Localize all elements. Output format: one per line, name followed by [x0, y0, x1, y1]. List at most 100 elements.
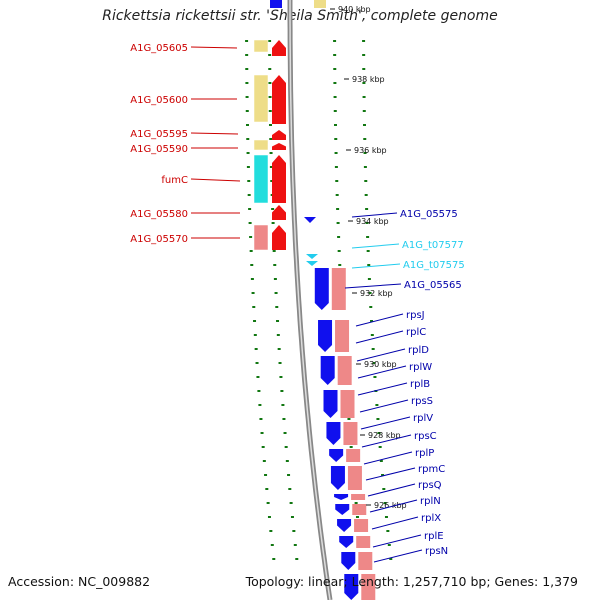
gc-dot [273, 264, 277, 266]
right-gene-label: rplX [421, 513, 441, 524]
gc-dot [333, 54, 337, 56]
gc-dot [250, 264, 254, 266]
gc-dot [371, 348, 375, 350]
gc-dot [333, 82, 337, 84]
accession-text: Accession: NC_009882 [8, 574, 151, 589]
feature-block [253, 139, 269, 151]
gc-dot [280, 390, 284, 392]
gc-dot [373, 376, 377, 378]
right-gene-leader [355, 330, 404, 344]
gc-dot [362, 82, 366, 84]
gc-dot [245, 110, 249, 112]
gc-dot [366, 236, 370, 238]
gc-dot [271, 222, 275, 224]
gc-dot [254, 348, 258, 350]
gc-dot [349, 446, 353, 448]
map-title: Rickettsia rickettsii str. 'Sheila Smith… [102, 8, 498, 24]
left-gene-label: A1G_05595 [130, 129, 188, 140]
right-gene-label: rplP [415, 448, 434, 459]
right-gene-label: rplE [424, 531, 444, 542]
right-gene-leader [367, 483, 416, 497]
trna-arrow [306, 261, 318, 266]
gc-dot [251, 292, 255, 294]
gc-dot [370, 334, 374, 336]
gc-dot [347, 418, 351, 420]
gc-dot [335, 180, 339, 182]
right-gene-leader [360, 416, 411, 430]
gc-dot [267, 516, 271, 518]
gc-dot [247, 180, 251, 182]
gc-dot [336, 222, 340, 224]
feature-block [351, 494, 366, 500]
trna-arrow [306, 254, 318, 259]
gc-dot [271, 208, 275, 210]
gc-dot [275, 306, 279, 308]
gc-dot [245, 82, 249, 84]
gc-dot [283, 432, 287, 434]
scale-tick-label: 932 kbp [360, 289, 393, 298]
gc-dot [248, 222, 252, 224]
right-gene-label: rplV [413, 413, 433, 424]
gc-dot [260, 432, 264, 434]
gc-dot [276, 320, 280, 322]
gc-dot [255, 362, 259, 364]
gc-dot [269, 166, 273, 168]
feature-block [347, 466, 362, 490]
scale-tick-label: 936 kbp [354, 146, 387, 155]
reverse-cds-arrow [326, 422, 341, 445]
forward-cds-arrow [272, 225, 286, 250]
feature-block [314, 0, 326, 8]
gc-dot [266, 502, 270, 504]
gc-dot [268, 96, 272, 98]
right-gene-label: rplW [409, 362, 432, 373]
gc-dot [364, 180, 368, 182]
feature-block [354, 519, 369, 532]
gc-dot [268, 110, 272, 112]
feature-block [361, 574, 376, 600]
reverse-cds-arrow [344, 574, 359, 600]
gc-dot [379, 460, 383, 462]
reverse-cds-arrow [330, 466, 345, 490]
gc-dot [276, 334, 280, 336]
gc-dot [272, 250, 276, 252]
gc-dot [245, 40, 249, 42]
right-gene-label: A1G_t07577 [402, 240, 464, 251]
right-gene-leader [372, 534, 422, 548]
gc-dot [362, 54, 366, 56]
reverse-cds-arrow [329, 449, 344, 462]
right-gene-leader [359, 399, 409, 413]
gc-dot [269, 530, 273, 532]
left-gene-label: A1G_05570 [130, 234, 188, 245]
reverse-cds-arrow [334, 494, 349, 500]
right-gene-label: rplD [408, 345, 429, 356]
gc-dot [362, 40, 366, 42]
gc-dot [284, 446, 288, 448]
gc-dot [355, 516, 359, 518]
feature-block [346, 449, 361, 462]
forward-cds-arrow [272, 75, 286, 124]
scale-tick-label: 926 kbp [374, 501, 407, 510]
gc-dot [336, 208, 340, 210]
gc-dot [279, 376, 283, 378]
gc-dot [372, 362, 376, 364]
right-gene-leader [344, 283, 402, 289]
right-gene-label: A1G_t07575 [403, 260, 465, 271]
scale-tick-label: 934 kbp [356, 217, 389, 226]
right-gene-label: rpsQ [418, 480, 442, 491]
feature-block [343, 422, 358, 445]
gc-dot [337, 236, 341, 238]
feature-block [253, 39, 269, 53]
gc-dot [269, 138, 273, 140]
gc-dot [273, 278, 277, 280]
left-gene-leader [190, 46, 238, 49]
gc-dot [362, 68, 366, 70]
gc-dot [382, 488, 386, 490]
feature-block [253, 74, 269, 123]
feature-block [358, 552, 373, 570]
gc-dot [338, 264, 342, 266]
gc-dot [290, 516, 294, 518]
gc-dot [337, 250, 341, 252]
right-gene-leader [357, 365, 407, 379]
gc-dot [247, 194, 251, 196]
right-gene-leader [363, 451, 413, 465]
